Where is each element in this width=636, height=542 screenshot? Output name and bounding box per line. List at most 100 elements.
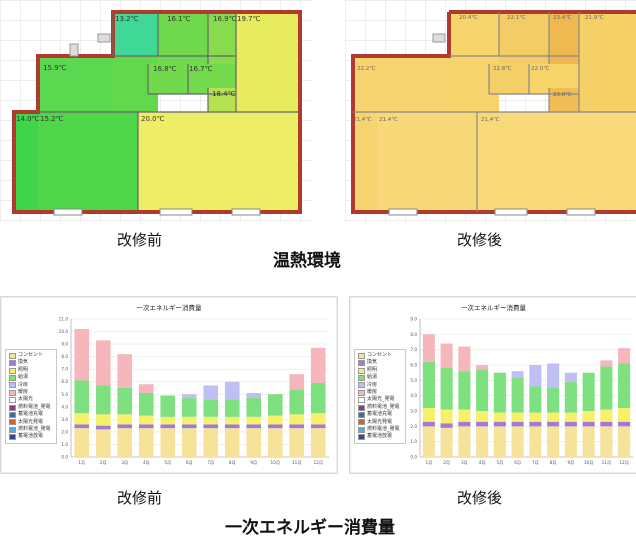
bar-segment [246,424,262,429]
window [159,208,193,216]
bar-segment [267,428,283,457]
bar-segment [95,425,111,430]
bar-segment [582,426,595,457]
x-tick-label: 9月 [250,460,257,466]
interior-walls [353,12,636,212]
room-18-4 [208,88,236,112]
bar-segment [95,385,111,415]
temp-label: 16.1℃ [167,15,191,23]
room-22-2 [353,56,449,112]
legend-item: 燃料電池_発電 [9,426,53,433]
bar-segment [440,409,453,424]
bar-segment [246,398,262,417]
bar-segment [310,424,326,429]
bar-segment [267,415,283,425]
bar-segment [529,421,542,427]
bar-segment [74,329,90,381]
y-tick-label: 0.0 [410,455,417,460]
temp-label: 18.4℃ [212,90,236,98]
bar-segment [181,416,197,425]
legend-label: 燃料電池_発電 [367,403,400,410]
room-15-9 [38,56,113,112]
legend-swatch [358,374,365,381]
legend-swatch [9,426,16,433]
legend-swatch [358,419,365,426]
bar-segment [422,361,435,408]
bar-segment [529,426,542,457]
bar-segment [564,372,577,382]
bar-segment [529,412,542,422]
bar-segment [117,414,133,425]
chart-legend: コンセント 換気 照明 給湯 冷房 暖房 太陽光_発電 燃料電池_発電 蓄電池充電 太陽光発電 燃料… [354,349,406,444]
legend-label: 燃料電池_発電 [18,426,51,433]
window [388,208,418,216]
temp-label: 14.0℃ [16,115,40,123]
chart-legend: コンセント 換気 照明 給湯 冷房 暖房 太陽光 燃料電池_発電 蓄電池充電 太陽光発電 燃料電池_… [5,349,57,444]
legend-item: 太陽光発電 [9,419,53,426]
bar-segment [289,428,305,457]
bar-segment [160,416,176,425]
legend-item: 冷房 [9,382,53,389]
bar-segment [600,360,613,367]
bar-segment [618,363,631,408]
y-tick-label: 6.0 [410,363,417,368]
x-tick-label: 7月 [532,460,539,466]
legend-item: 冷房 [358,382,402,389]
y-tick-label: 2.0 [410,424,417,429]
chart-title: 一次エネルギー消費量 [461,303,527,312]
legend-label: 太陽光 [18,396,34,403]
y-tick-label: 0.0 [61,455,68,460]
room-16-1 [158,12,208,64]
bar-segment [74,424,90,429]
legend-item: 太陽光発電 [358,419,402,426]
y-tick-label: 11.0 [59,317,69,322]
legend-swatch [9,382,16,389]
bar-segment [181,424,197,429]
legend-item: 照明 [358,367,402,374]
legend-label: 換気 [18,359,29,366]
bar-segment [138,424,154,429]
legend-item: 換気 [358,359,402,367]
x-tick-label: 8月 [550,460,557,466]
bar-segment [440,423,453,428]
interior-walls [38,12,300,212]
bar-segment [117,428,133,457]
bar-segment [160,428,176,457]
room-15-2 [38,112,138,212]
legend-swatch [9,374,16,381]
bar-segment [476,365,489,370]
bar-segment [422,426,435,457]
x-tick-label: 11月 [292,460,302,466]
energy-chart-after: 一次エネルギー消費量 0.0 1.0 2.0 3.0 4.0 5.0 6.0 7.0 8.0 9.0… [349,296,636,474]
room-22-8 [489,64,529,94]
x-tick-label: 6月 [514,460,521,466]
legend-label: 蓄電池放電 [367,433,393,440]
temp-label: 15.2℃ [40,115,64,123]
room-16-8 [148,64,188,94]
bar-segment [289,424,305,429]
room-22-1 [499,12,549,64]
x-tick-label: 1月 [425,460,432,466]
temp-label: 21.4℃ [353,116,371,123]
x-tick-label: 8月 [229,460,236,466]
temp-label: 22.2℃ [357,65,375,72]
x-tick-label: 2月 [100,460,107,466]
temp-label: 13.2℃ [115,15,139,23]
bar-segment [493,421,506,427]
bar-segment [564,426,577,457]
x-tick-label: 6月 [186,460,193,466]
y-tick-label: 9.0 [410,317,417,322]
bar-segment [547,421,560,427]
legend-item: 太陽光_発電 [358,396,402,404]
bar-segment [138,384,154,394]
bar-segment [476,369,489,411]
x-tick-label: 4月 [143,460,150,466]
y-tick-label: 9.0 [61,342,68,347]
bar-segment [74,380,90,414]
room-21-9 [579,12,636,112]
legend-item: 太陽光 [9,396,53,404]
bar-segment [547,388,560,413]
legend-item: 燃料電池_発電 [358,404,402,411]
caption-after-energy: 改修後 [457,489,503,507]
room-21-4-b [377,112,477,212]
